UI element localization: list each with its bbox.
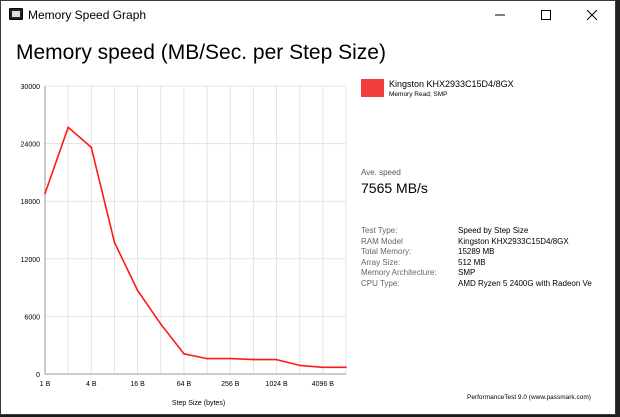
info-key: Array Size: xyxy=(361,257,401,267)
footer-credit: PerformanceTest 9.0 (www.passmark.com) xyxy=(467,394,591,401)
info-value: 15289 MB xyxy=(458,247,495,256)
maximize-button[interactable] xyxy=(523,1,569,29)
average-speed-value: 7565 MB/s xyxy=(361,180,428,196)
info-value: Kingston KHX2933C15D4/8GX xyxy=(458,236,569,246)
info-row: RAM Model Kingston KHX2933C15D4/8GX xyxy=(361,237,592,248)
plot-area xyxy=(45,86,346,374)
window-edge xyxy=(616,0,620,417)
title-bar[interactable]: Memory Speed Graph xyxy=(1,1,615,29)
info-row: Memory Architecture: SMP xyxy=(361,268,592,279)
data-point xyxy=(44,192,46,195)
info-row: Array Size: 512 MB xyxy=(361,258,592,269)
info-value: 512 MB xyxy=(458,257,486,267)
info-key: Memory Architecture: xyxy=(361,268,437,277)
speed-chart: 0 6000 12000 18000 24000 30000 1 B 4 B 16 B 64 B 2… xyxy=(21,84,347,407)
minimize-button[interactable] xyxy=(477,1,523,29)
y-tick-label: 0 xyxy=(36,372,40,379)
app-icon xyxy=(9,8,23,20)
legend-subtitle: Memory Read; SMP xyxy=(389,91,448,98)
data-point xyxy=(321,366,324,369)
y-tick-label: 12000 xyxy=(21,257,41,264)
y-tick-label: 6000 xyxy=(24,314,40,321)
info-row: Total Memory: 15289 MB xyxy=(361,247,592,258)
info-row: CPU Type: AMD Ryzen 5 2400G with Radeon V… xyxy=(361,279,592,290)
legend-series-name: Kingston KHX2933C15D4/8GX xyxy=(389,79,514,89)
data-point xyxy=(252,358,255,361)
info-key: Test Type: xyxy=(361,226,398,235)
data-point xyxy=(113,241,116,244)
x-tick-label: 4096 B xyxy=(312,381,335,388)
x-tick-label: 16 B xyxy=(130,381,145,388)
close-button[interactable] xyxy=(569,1,615,29)
data-point xyxy=(159,323,162,325)
info-key: RAM Model xyxy=(361,236,403,246)
average-speed-label: Ave. speed xyxy=(361,168,401,177)
y-tick-label: 24000 xyxy=(21,142,41,149)
legend-swatch xyxy=(361,79,384,97)
data-point xyxy=(90,146,93,149)
x-tick-label: 64 B xyxy=(177,381,192,388)
x-axis-label: Step Size (bytes) xyxy=(172,400,225,407)
x-tick-label: 1 B xyxy=(40,381,51,388)
data-point xyxy=(183,352,185,355)
window-title: Memory Speed Graph xyxy=(28,8,147,22)
info-value: SMP xyxy=(458,268,476,277)
graph-heading: Memory speed (MB/Sec. per Step Size) xyxy=(16,41,386,64)
data-point xyxy=(275,358,278,361)
y-tick-label: 30000 xyxy=(21,84,41,91)
y-tick-label: 18000 xyxy=(21,199,41,206)
info-value: AMD Ryzen 5 2400G with Radeon Ve xyxy=(458,278,592,288)
data-point xyxy=(136,289,139,292)
test-info-table: Test Type: Speed by Step Size RAM Model Ki… xyxy=(361,226,592,289)
x-tick-label: 256 B xyxy=(221,381,240,388)
data-point xyxy=(345,366,347,369)
maximize-icon xyxy=(541,10,551,20)
data-point xyxy=(67,126,70,129)
info-row: Test Type: Speed by Step Size xyxy=(361,226,592,237)
info-key: Total Memory: xyxy=(361,247,412,256)
data-point xyxy=(229,357,232,360)
x-tick-label: 1024 B xyxy=(265,381,288,388)
series-line xyxy=(44,126,346,369)
minimize-icon xyxy=(495,14,505,16)
info-value: Speed by Step Size xyxy=(458,226,529,235)
data-point xyxy=(206,357,208,360)
x-tick-label: 4 B xyxy=(86,381,97,388)
info-key: CPU Type: xyxy=(361,278,400,288)
data-point xyxy=(298,364,301,367)
close-icon xyxy=(587,10,597,20)
